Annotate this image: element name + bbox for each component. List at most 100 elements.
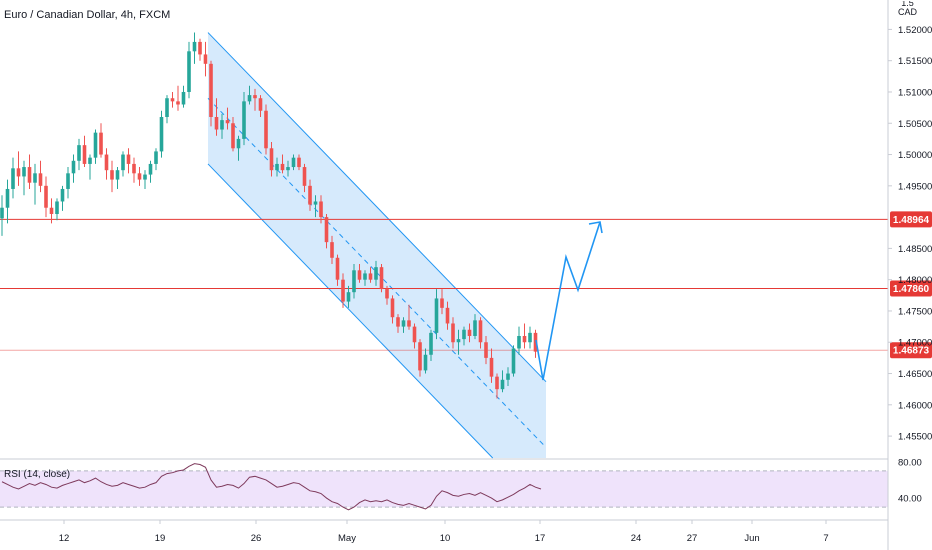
candle-body [5, 188, 10, 208]
candle-body [209, 63, 213, 118]
candle-body [473, 320, 477, 336]
candle-body [192, 41, 197, 52]
candle-body [522, 335, 527, 343]
candle-body [363, 273, 367, 280]
candle-body [242, 101, 246, 139]
candle-body [434, 298, 439, 333]
candle-body [467, 329, 472, 336]
price-tick-label: 1.49500 [898, 181, 932, 192]
candle-body [412, 326, 417, 343]
candle-body [330, 242, 334, 258]
price-level-label: 1.48964 [893, 215, 930, 226]
price-level-label: 1.47860 [893, 284, 930, 295]
candle-body [429, 332, 433, 355]
time-tick-label: 12 [59, 533, 70, 544]
candle-body [352, 270, 356, 293]
candle-body [159, 117, 164, 152]
candle-body [462, 329, 466, 340]
candle-body [214, 117, 219, 130]
candle-body [66, 173, 70, 189]
candle-body [385, 289, 389, 299]
candle-body [154, 151, 158, 164]
rsi-line [1, 463, 542, 511]
symbol-title[interactable]: Euro / Canadian Dollar, 4h, FXCM [4, 9, 171, 21]
candle-body [506, 373, 510, 380]
candle-body [401, 320, 406, 327]
time-tick-label: 10 [440, 533, 451, 544]
candle-body [137, 173, 142, 180]
candle-body [451, 323, 455, 343]
candle-body [456, 339, 461, 343]
price-tick-label: 1.52000 [898, 25, 932, 36]
projection-path [535, 221, 601, 381]
candle-body [511, 348, 516, 374]
price-tick-label: 1.46000 [898, 400, 932, 411]
time-tick-label: Jun [744, 533, 759, 544]
currency-code: CAD [898, 7, 918, 17]
candle-body [357, 270, 362, 280]
candle-body [77, 145, 81, 161]
candle-body [110, 170, 114, 180]
candle-body [231, 123, 235, 149]
candle-body [55, 201, 59, 214]
candle-body [407, 320, 411, 327]
rsi-pane: 80.00 40.00 [0, 457, 922, 511]
time-tick-label: 19 [155, 533, 166, 544]
candle-body [445, 307, 450, 324]
price-level-label: 1.46873 [893, 346, 930, 357]
candle-body [335, 257, 340, 280]
candle-body [297, 157, 301, 168]
candle-body [16, 168, 21, 177]
candle-body [533, 332, 538, 352]
candle-body [275, 163, 279, 171]
channel-lower-line [207, 163, 494, 459]
projection-arrowhead [588, 221, 603, 234]
channel-fill [208, 32, 546, 458]
candle-body [319, 201, 323, 218]
projection-arrow[interactable] [535, 221, 603, 381]
candle-body [104, 154, 109, 171]
candle-body [346, 292, 351, 302]
candle-body [27, 167, 32, 183]
price-tick-label: 1.46500 [898, 369, 932, 380]
candle-body [165, 98, 169, 118]
time-tick-label: May [338, 533, 356, 544]
price-tick-label: 1.45500 [898, 432, 932, 443]
candle-body [220, 120, 224, 130]
candle-body [22, 167, 26, 177]
candle-body [489, 357, 494, 377]
descending-channel[interactable] [207, 32, 547, 459]
candle-body [82, 145, 87, 164]
candle-body [396, 317, 400, 327]
candle-body [253, 95, 257, 99]
candle-body [418, 342, 422, 371]
currency-label[interactable]: 1.5 CAD [898, 1, 917, 18]
price-tick-label: 1.51000 [898, 87, 932, 98]
candle-body [170, 98, 175, 102]
rsi-tick-label: 40.00 [898, 494, 922, 505]
time-tick-label: 7 [823, 533, 828, 544]
price-levels: 1.48964 1.47860 1.46873 [0, 211, 932, 359]
candle-body [280, 163, 285, 171]
candle-body [264, 110, 268, 149]
price-tick-label: 1.50500 [898, 119, 932, 130]
candle-body [368, 273, 373, 280]
candle-body [181, 91, 186, 105]
candle-body [286, 167, 290, 171]
candle-body [440, 298, 444, 308]
channel-upper-line [207, 32, 547, 383]
candle-body [11, 168, 15, 189]
candle-body [143, 174, 147, 180]
price-level-badge [890, 342, 932, 359]
candle-body [517, 335, 521, 349]
candle-body [484, 342, 488, 358]
candle-body [379, 267, 384, 290]
candle-body [236, 138, 241, 149]
candle-body [203, 54, 208, 64]
candle-body [324, 217, 329, 243]
price-tick-label: 1.48000 [898, 275, 932, 286]
candle-body [225, 120, 230, 124]
rsi-title[interactable]: RSI (14, close) [4, 469, 71, 480]
